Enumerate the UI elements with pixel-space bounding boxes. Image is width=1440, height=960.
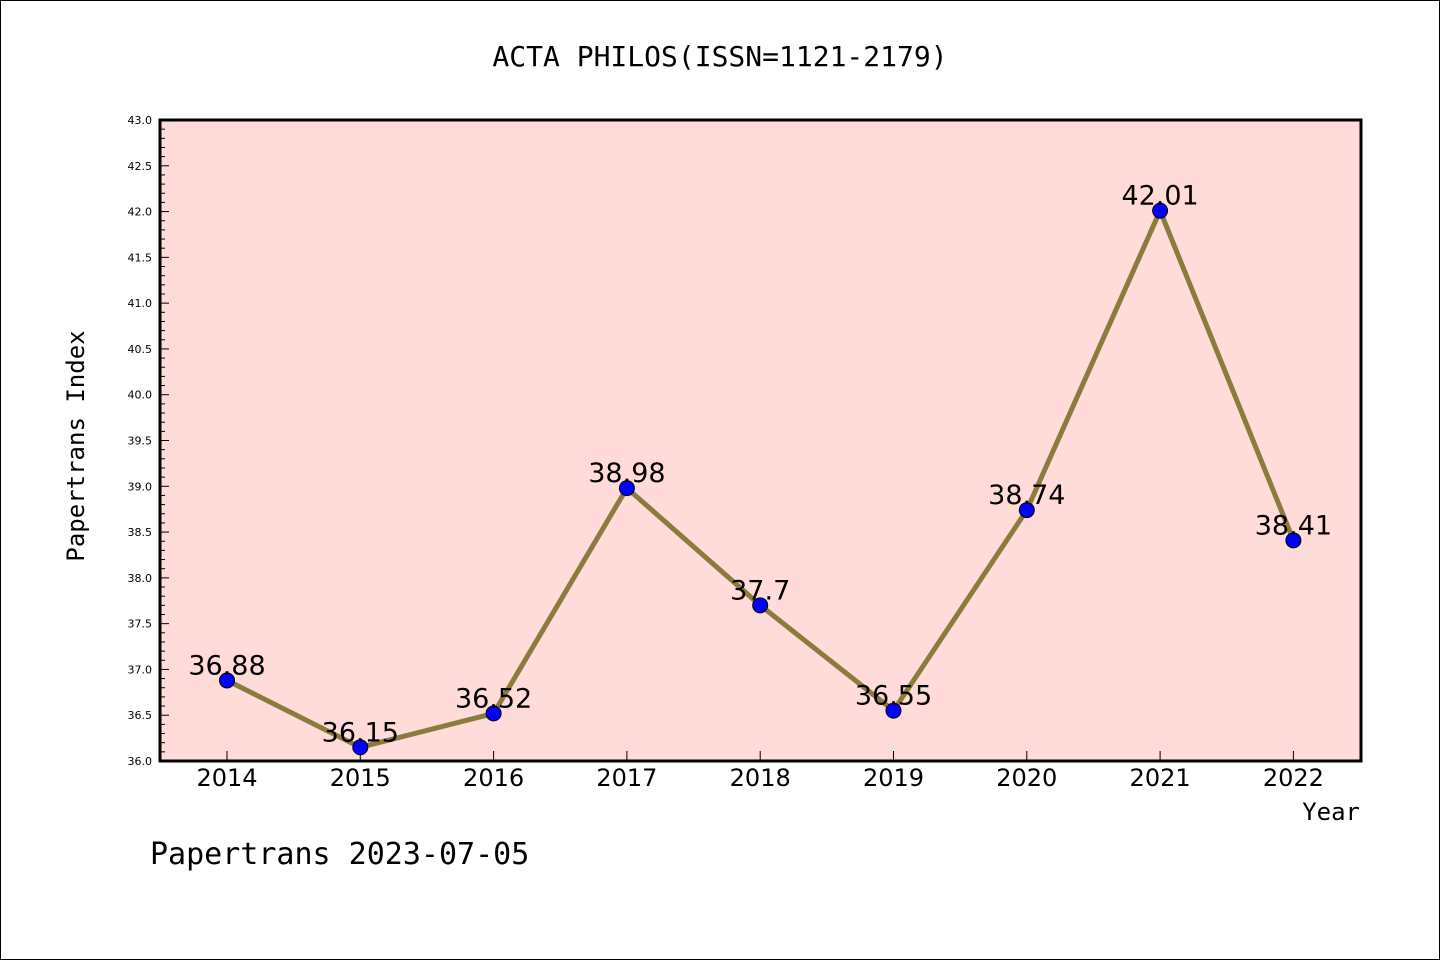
y-tick-label: 43.0 [128,114,153,127]
data-value-label: 36.52 [455,683,532,714]
x-tick-label: 2015 [330,764,391,792]
data-point-marker [885,702,902,719]
y-tick-label: 40.5 [128,343,153,356]
data-point-marker [618,480,635,497]
y-tick-label: 38.0 [128,572,153,585]
x-tick-label: 2016 [463,764,524,792]
y-tick-label: 40.0 [128,389,153,402]
x-tick-label: 2017 [596,764,657,792]
y-tick-label: 42.5 [128,160,153,173]
data-point-marker [1152,202,1169,219]
data-value-label: 37.7 [730,575,790,606]
footer-date-stamp: Papertrans 2023-07-05 [150,837,529,872]
y-tick-label: 41.5 [128,251,153,264]
data-markers [219,202,1302,756]
x-axis-label: Year [1302,798,1360,826]
data-point-marker [1285,532,1302,549]
x-tick-label: 2021 [1130,764,1191,792]
y-tick-label: 37.0 [128,663,153,676]
y-tick-label: 42.0 [128,206,153,219]
data-value-label: 36.55 [855,681,932,712]
y-axis-label: Papertrans Index [62,330,90,561]
data-value-label: 36.15 [322,717,399,748]
x-tick-label: 2014 [196,764,257,792]
x-tick-label: 2018 [730,764,791,792]
x-tick-label: 2020 [996,764,1057,792]
y-tick-label: 38.5 [128,526,153,539]
data-value-label: 38.74 [988,480,1065,511]
data-point-marker [485,705,502,722]
y-tick-label: 39.0 [128,480,153,493]
y-tick-label: 36.5 [128,709,153,722]
data-point-marker [352,739,369,756]
data-labels: 36.88 36.15 36.52 38.98 37.7 36.55 38.74 42.01 3… [188,181,1332,749]
data-point-marker [1018,502,1035,519]
plot-border [158,118,1363,763]
data-point-marker [219,672,235,689]
plot-area [160,120,1361,761]
data-value-label: 38.41 [1255,510,1332,541]
data-value-label: 42.01 [1121,181,1198,212]
y-tick-label: 36.0 [128,755,153,768]
y-tick-label: 37.5 [128,618,153,631]
data-point-marker [752,597,769,614]
data-value-label: 36.88 [188,650,265,681]
x-tick-label: 2019 [863,764,924,792]
y-tick-label: 39.5 [128,435,153,448]
chart-title: ACTA PHILOS(ISSN=1121-2179) [492,40,947,73]
x-axis-ticks: 2014 2015 2016 2017 2018 2019 2020 2021 2022 [196,751,1324,792]
x-tick-label: 2022 [1263,764,1324,792]
data-value-label: 38.98 [588,458,665,489]
y-tick-label: 41.0 [128,297,153,310]
